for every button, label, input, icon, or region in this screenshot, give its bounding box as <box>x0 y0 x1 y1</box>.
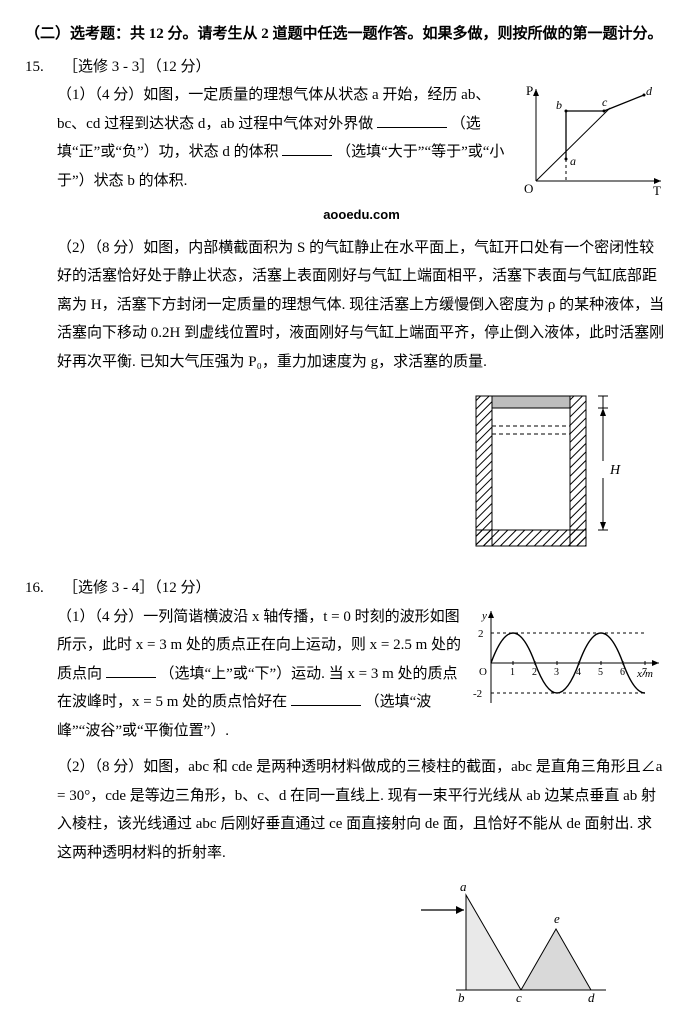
prism-a: a <box>460 879 467 894</box>
section-heading-text: （二）选考题：共 12 分。请考生从 2 道题中任选一题作答。如果多做，则按所做… <box>25 26 663 42</box>
q16-blank2 <box>291 690 361 706</box>
q16-part2-text: （2）（8 分）如图，abc 和 cde 是两种透明材料做成的三棱柱的截面，ab… <box>57 753 666 867</box>
q15-part2-text: （2）（8 分）如图，内部横截面积为 S 的气缸静止在水平面上，气缸开口处有一个… <box>57 234 666 377</box>
svg-text:7: 7 <box>642 667 647 678</box>
svg-text:y: y <box>481 610 487 622</box>
q16-fig2-prisms: a b c d e <box>57 875 666 1005</box>
prism-e: e <box>554 911 560 926</box>
q15-tag: ［选修 3 - 3］（12 分） <box>63 53 211 82</box>
q16-tag: ［选修 3 - 4］（12 分） <box>63 574 211 603</box>
section-heading: （二）选考题：共 12 分。请考生从 2 道题中任选一题作答。如果多做，则按所做… <box>25 20 666 49</box>
svg-text:6: 6 <box>620 667 625 678</box>
pt-b: b <box>556 98 562 112</box>
prism-c: c <box>516 990 522 1005</box>
svg-text:O: O <box>479 666 487 678</box>
q15-blank1 <box>377 112 447 128</box>
svg-text:2: 2 <box>478 628 484 640</box>
q15-header: 15. ［选修 3 - 3］（12 分） <box>25 53 666 82</box>
q16-part1-text: （1）（4 分）一列简谐横波沿 x 轴传播，t = 0 时刻的波形如图所示，此时… <box>57 603 465 746</box>
q15-fig1-pt-diagram: P T O a b c d <box>516 81 666 201</box>
svg-text:3: 3 <box>554 667 559 678</box>
q16-fig1-wave: 2 -2 O y x/m 1 2 3 4 5 6 7 <box>471 603 666 718</box>
axis-p-label: P <box>526 83 533 98</box>
q16-part1: （1）（4 分）一列简谐横波沿 x 轴传播，t = 0 时刻的波形如图所示，此时… <box>57 603 666 746</box>
q15-number: 15. <box>25 53 57 82</box>
q16-header: 16. ［选修 3 - 4］（12 分） <box>25 574 666 603</box>
svg-text:1: 1 <box>510 667 515 678</box>
q15-part1: （1）（4 分）如图，一定质量的理想气体从状态 a 开始，经历 ab、bc、cd… <box>57 81 666 201</box>
pt-d: d <box>646 84 653 98</box>
svg-text:-2: -2 <box>473 688 482 700</box>
q16-number: 16. <box>25 574 57 603</box>
axis-origin: O <box>524 181 533 196</box>
prism-d: d <box>588 990 595 1005</box>
watermark: aooedu.com <box>57 203 666 228</box>
prism-b: b <box>458 990 465 1005</box>
q16-blank1 <box>106 662 156 678</box>
label-H: H <box>609 463 621 478</box>
q15-blank2 <box>282 140 332 156</box>
pt-a: a <box>570 154 576 168</box>
svg-text:4: 4 <box>576 667 581 678</box>
q15-part1-text: （1）（4 分）如图，一定质量的理想气体从状态 a 开始，经历 ab、bc、cd… <box>57 81 510 195</box>
axis-t-label: T <box>653 183 661 198</box>
svg-text:5: 5 <box>598 667 603 678</box>
q15-fig2-cylinder: H <box>57 386 666 556</box>
pt-c: c <box>602 95 608 109</box>
svg-text:2: 2 <box>532 667 537 678</box>
